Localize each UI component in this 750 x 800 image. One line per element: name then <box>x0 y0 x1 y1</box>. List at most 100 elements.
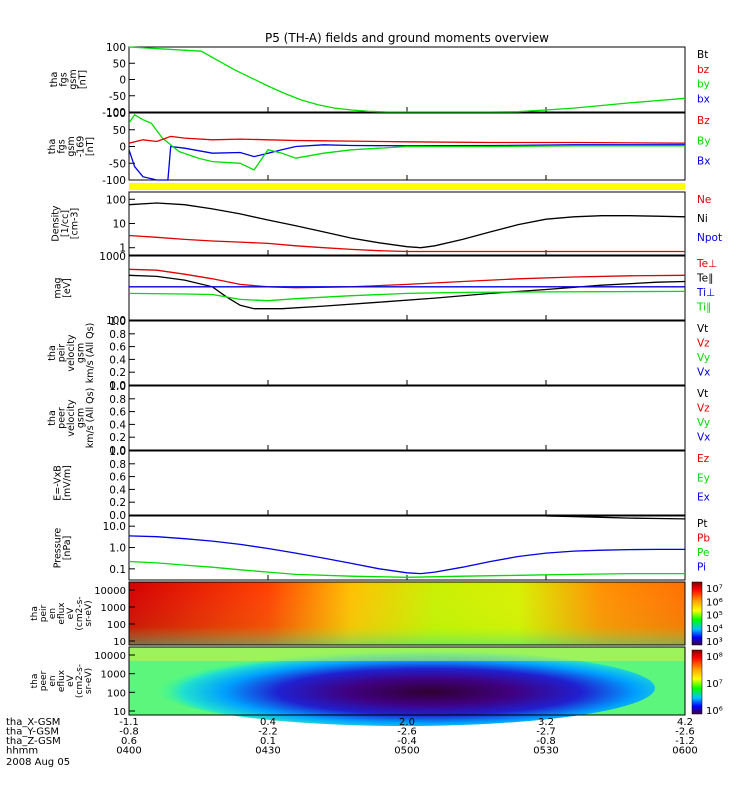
y-axis-label: gsm <box>68 69 79 89</box>
legend-bz: bz <box>697 64 710 76</box>
quality-strip <box>129 183 685 190</box>
y-axis-label: Density <box>51 205 62 241</box>
x-tick-label: 2.0 <box>399 717 415 728</box>
panel-3: 100 10 1 Density[1/cc][cm-3] Ne Ni Npot <box>51 191 722 256</box>
legend-Vz: Vz <box>697 338 710 350</box>
spec-y-tick: 10000 <box>94 586 126 597</box>
y-axis-label: gsm <box>76 343 87 363</box>
panel-frame <box>128 515 686 581</box>
spec-y-label: (cm2-s- <box>75 664 85 698</box>
x-tick-label: 0430 <box>255 746 280 757</box>
legend-Vy: Vy <box>697 352 710 364</box>
y-tick-label: 0.8 <box>109 329 126 341</box>
y-tick-label: 0.8 <box>109 459 126 471</box>
legend-Vx: Vx <box>697 432 710 444</box>
colorbar-label: 10⁵ <box>706 611 723 622</box>
y-axis-label: tha <box>49 72 60 88</box>
x-tick-label: 0.6 <box>121 736 137 747</box>
x-tick-label: 0530 <box>533 746 558 757</box>
y-tick-label: 0.8 <box>109 394 126 406</box>
y-tick-label: 10.0 <box>103 521 126 533</box>
legend-Ti⊥: Ti⊥ <box>696 287 715 299</box>
y-tick-label: -50 <box>109 158 126 170</box>
y-tick-label: 0.4 <box>109 484 126 496</box>
spec-y-tick: 10000 <box>94 651 126 662</box>
y-axis-label: [1/cc] <box>60 210 71 237</box>
legend-Vz: Vz <box>697 403 710 415</box>
spec-y-tick: 1000 <box>101 603 126 614</box>
x-tick-label: 3.2 <box>538 717 554 728</box>
y-tick-label: 1 <box>119 243 126 255</box>
legend-bx: bx <box>697 93 710 105</box>
y-axis-label: mag <box>52 277 63 298</box>
y-axis-label: fgs <box>57 139 68 153</box>
spec-y-tick: 10 <box>113 637 126 648</box>
y-tick-label: 100 <box>106 108 126 120</box>
y-tick-label: 1.0 <box>109 543 126 555</box>
legend-Npot: Npot <box>697 232 722 244</box>
x-tick-label: 0500 <box>394 746 419 757</box>
legend-Vt: Vt <box>697 388 708 400</box>
y-tick-label: 0.6 <box>109 342 126 354</box>
y-tick-label: 0.2 <box>109 432 126 444</box>
series-Pt <box>545 515 685 520</box>
y-tick-label: 0 <box>119 142 126 154</box>
y-tick-label: -100 <box>102 107 126 119</box>
colorbar-label: 10⁸ <box>706 652 723 663</box>
y-tick-label: 1000 <box>99 251 126 263</box>
y-axis-label: E=-VxB <box>52 465 63 500</box>
y-axis-label: [nT] <box>85 137 96 156</box>
x-tick-label: -0.8 <box>119 727 139 738</box>
colorbar-label: 10⁴ <box>706 624 723 635</box>
spec-y-label: tha <box>30 674 40 689</box>
date-label: 2008 Aug 05 <box>6 757 70 768</box>
y-tick-label: 0 <box>119 75 126 87</box>
y-tick-label: 100 <box>106 315 126 327</box>
x-tick-label: 0400 <box>116 746 141 757</box>
y-tick-label: 0.0 <box>109 380 126 392</box>
spec-y-tick: 10 <box>113 707 126 718</box>
y-tick-label: 1.0 <box>109 381 126 393</box>
ion-spectrogram <box>128 581 686 646</box>
y-tick-label: 0.1 <box>109 564 126 576</box>
colorbar-label: 10⁷ <box>706 679 723 690</box>
x-tick-label: 4.2 <box>677 717 693 728</box>
spec-y-label: peir <box>39 604 49 622</box>
panel-5: 1.00.80.60.40.20.0thapeirvelocitygsmkm/s… <box>47 316 710 392</box>
spec-y-label: eflux <box>57 669 67 692</box>
y-tick-label: 0.4 <box>109 419 126 431</box>
series-Ne <box>129 234 685 253</box>
legend-Vx: Vx <box>697 367 710 379</box>
spec-y-label: sr-eV) <box>84 668 94 694</box>
spec-y-label: (cm2-s- <box>75 596 85 630</box>
series-Pe <box>129 560 685 578</box>
legend-Ni: Ni <box>697 213 708 225</box>
panel-8: 10.0 1.0 0.1 Pressure[nPa] Pt Pb Pe Pi <box>52 515 710 581</box>
series-By <box>129 113 685 171</box>
y-tick-label: 0.6 <box>109 472 126 484</box>
x-tick-label: 0600 <box>672 746 697 757</box>
series-Bx <box>129 144 685 181</box>
legend-Te∥: Te∥ <box>696 273 713 285</box>
legend-Vt: Vt <box>697 323 708 335</box>
y-tick-label: 1.0 <box>109 446 126 458</box>
legend-Ex: Ex <box>697 492 710 504</box>
y-axis-label: [mV/m] <box>62 465 73 501</box>
plot-title: P5 (TH-A) fields and ground moments over… <box>265 31 549 45</box>
y-tick-label: 100 <box>106 194 126 206</box>
colorbar-label: 10⁷ <box>706 584 723 595</box>
x-tick-label: -2.6 <box>675 727 695 738</box>
panel-frame <box>128 450 686 516</box>
series-Ni <box>129 202 685 249</box>
panel-frame <box>128 255 686 321</box>
y-axis-label: tha <box>47 139 58 155</box>
legend-Pb: Pb <box>697 533 710 545</box>
ion-colorbar <box>691 581 703 646</box>
legend-Pi: Pi <box>697 562 706 574</box>
panel-6: 1.00.80.60.40.20.0thapeervelocitygsmkm/s… <box>47 381 710 457</box>
y-axis-label: tha <box>47 410 58 426</box>
y-tick-label: 100 <box>106 42 126 54</box>
